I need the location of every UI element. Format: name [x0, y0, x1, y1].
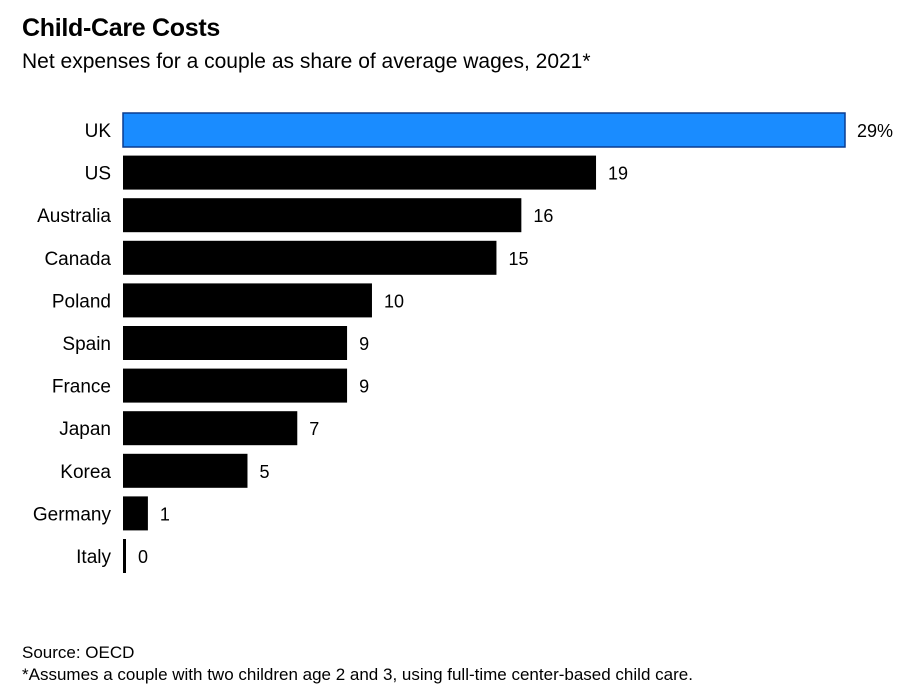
value-label-japan: 7: [309, 419, 319, 439]
value-label-us: 19: [608, 164, 628, 184]
bar-australia: [123, 198, 522, 233]
value-label-italy: 0: [138, 547, 148, 567]
category-label-japan: Japan: [59, 419, 111, 440]
bar-uk: [122, 112, 846, 148]
category-label-canada: Canada: [44, 249, 111, 270]
bar-canada: [123, 240, 497, 275]
value-label-korea: 5: [259, 462, 269, 482]
value-label-canada: 15: [508, 249, 528, 269]
bar-italy: [123, 539, 126, 573]
bar-spain: [123, 326, 348, 360]
bar-germany: [123, 496, 148, 531]
category-label-france: France: [52, 377, 111, 398]
category-label-italy: Italy: [76, 547, 111, 568]
bar-france: [123, 368, 348, 403]
value-label-australia: 16: [533, 206, 553, 226]
value-label-germany: 1: [160, 504, 170, 524]
category-label-uk: UK: [85, 121, 112, 142]
source-note: Source: OECD: [22, 643, 135, 662]
footnote: *Assumes a couple with two children age …: [22, 665, 693, 684]
category-label-germany: Germany: [33, 504, 112, 525]
chart-title: Child-Care Costs: [22, 14, 221, 42]
value-label-france: 9: [359, 377, 369, 397]
chart-subtitle: Net expenses for a couple as share of av…: [22, 50, 591, 73]
bar-japan: [123, 411, 298, 446]
bar-us: [123, 155, 597, 190]
category-label-korea: Korea: [60, 462, 111, 483]
category-label-australia: Australia: [37, 206, 111, 227]
category-label-poland: Poland: [52, 291, 111, 312]
value-label-poland: 10: [384, 291, 404, 311]
value-label-uk: 29%: [857, 121, 893, 141]
value-label-spain: 9: [359, 334, 369, 354]
bar-poland: [123, 283, 372, 318]
bar-korea: [123, 453, 248, 488]
category-label-spain: Spain: [62, 334, 111, 355]
category-label-us: US: [85, 164, 111, 185]
